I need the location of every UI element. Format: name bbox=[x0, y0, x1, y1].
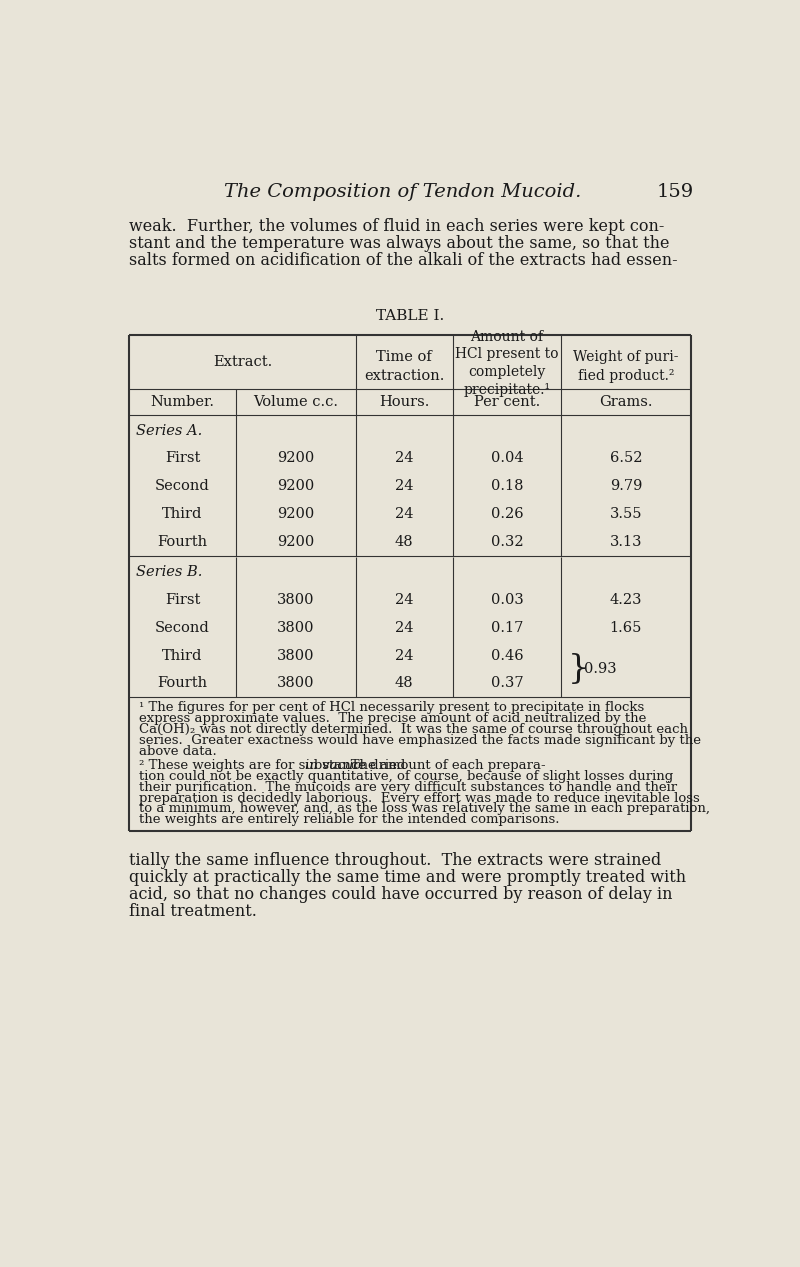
Text: above data.: above data. bbox=[138, 745, 217, 758]
Text: 24: 24 bbox=[395, 451, 414, 465]
Text: 4.23: 4.23 bbox=[610, 593, 642, 607]
Text: acid, so that no changes could have occurred by reason of delay in: acid, so that no changes could have occu… bbox=[130, 886, 673, 903]
Text: Hours.: Hours. bbox=[379, 395, 430, 409]
Text: series.  Greater exactness would have emphasized the facts made significant by t: series. Greater exactness would have emp… bbox=[138, 734, 701, 746]
Text: 3800: 3800 bbox=[277, 677, 314, 691]
Text: 3.13: 3.13 bbox=[610, 535, 642, 549]
Text: Time of
extraction.: Time of extraction. bbox=[364, 350, 444, 383]
Text: express approximate values.  The precise amount of acid neutralized by the: express approximate values. The precise … bbox=[138, 712, 646, 725]
Text: 0.04: 0.04 bbox=[490, 451, 523, 465]
Text: ² These weights are for substance dried: ² These weights are for substance dried bbox=[138, 759, 410, 772]
Text: Series A.: Series A. bbox=[136, 423, 202, 438]
Text: Number.: Number. bbox=[150, 395, 214, 409]
Text: final treatment.: final treatment. bbox=[130, 903, 258, 920]
Text: Series B.: Series B. bbox=[136, 565, 202, 579]
Text: Third: Third bbox=[162, 649, 202, 663]
Text: Fourth: Fourth bbox=[158, 677, 208, 691]
Text: in vacuo: in vacuo bbox=[305, 759, 362, 772]
Text: stant and the temperature was always about the same, so that the: stant and the temperature was always abo… bbox=[130, 236, 670, 252]
Text: Grams.: Grams. bbox=[599, 395, 653, 409]
Text: 0.26: 0.26 bbox=[490, 507, 523, 521]
Text: .  The amount of each prepara-: . The amount of each prepara- bbox=[338, 759, 546, 772]
Text: 48: 48 bbox=[395, 535, 414, 549]
Text: 9200: 9200 bbox=[277, 479, 314, 493]
Text: 24: 24 bbox=[395, 621, 414, 635]
Text: 48: 48 bbox=[395, 677, 414, 691]
Text: 9.79: 9.79 bbox=[610, 479, 642, 493]
Text: the weights are entirely reliable for the intended comparisons.: the weights are entirely reliable for th… bbox=[138, 813, 559, 826]
Text: their purification.  The mucoids are very difficult substances to handle and the: their purification. The mucoids are very… bbox=[138, 780, 677, 794]
Text: preparation is decidedly laborious.  Every effort was made to reduce inevitable : preparation is decidedly laborious. Ever… bbox=[138, 792, 699, 805]
Text: 9200: 9200 bbox=[277, 507, 314, 521]
Text: First: First bbox=[165, 451, 200, 465]
Text: 9200: 9200 bbox=[277, 451, 314, 465]
Text: Second: Second bbox=[155, 621, 210, 635]
Text: 3800: 3800 bbox=[277, 621, 314, 635]
Text: Third: Third bbox=[162, 507, 202, 521]
Text: Fourth: Fourth bbox=[158, 535, 208, 549]
Text: Amount of
HCl present to
completely
precipitate.¹: Amount of HCl present to completely prec… bbox=[455, 329, 558, 397]
Text: 0.93: 0.93 bbox=[583, 663, 616, 677]
Text: 24: 24 bbox=[395, 507, 414, 521]
Text: 0.18: 0.18 bbox=[490, 479, 523, 493]
Text: 3.55: 3.55 bbox=[610, 507, 642, 521]
Text: 159: 159 bbox=[657, 182, 694, 201]
Text: The Composition of Tendon Mucoid.: The Composition of Tendon Mucoid. bbox=[223, 182, 581, 201]
Text: Volume c.c.: Volume c.c. bbox=[253, 395, 338, 409]
Text: tion could not be exactly quantitative, of course, because of slight losses duri: tion could not be exactly quantitative, … bbox=[138, 770, 673, 783]
Text: TABLE I.: TABLE I. bbox=[376, 309, 444, 323]
Text: First: First bbox=[165, 593, 200, 607]
Text: 0.37: 0.37 bbox=[490, 677, 523, 691]
Text: 0.32: 0.32 bbox=[490, 535, 523, 549]
Text: salts formed on acidification of the alkali of the extracts had essen-: salts formed on acidification of the alk… bbox=[130, 252, 678, 269]
Text: tially the same influence throughout.  The extracts were strained: tially the same influence throughout. Th… bbox=[130, 851, 662, 869]
Text: }: } bbox=[567, 654, 589, 685]
Text: Extract.: Extract. bbox=[213, 355, 272, 369]
Text: Second: Second bbox=[155, 479, 210, 493]
Text: Per cent.: Per cent. bbox=[474, 395, 540, 409]
Text: ¹ The figures for per cent of HCl necessarily present to precipitate in flocks: ¹ The figures for per cent of HCl necess… bbox=[138, 702, 644, 715]
Text: 24: 24 bbox=[395, 593, 414, 607]
Text: 0.17: 0.17 bbox=[490, 621, 523, 635]
Text: 0.03: 0.03 bbox=[490, 593, 523, 607]
Text: 6.52: 6.52 bbox=[610, 451, 642, 465]
Text: 24: 24 bbox=[395, 649, 414, 663]
Text: 0.46: 0.46 bbox=[490, 649, 523, 663]
Text: Ca(OH)₂ was not directly determined.  It was the same of course throughout each: Ca(OH)₂ was not directly determined. It … bbox=[138, 723, 688, 736]
Text: to a minimum, however, and, as the loss was relatively the same in each preparat: to a minimum, however, and, as the loss … bbox=[138, 802, 710, 816]
Text: 3800: 3800 bbox=[277, 649, 314, 663]
Text: Weight of puri-
fied product.²: Weight of puri- fied product.² bbox=[573, 350, 678, 383]
Text: 24: 24 bbox=[395, 479, 414, 493]
Text: weak.  Further, the volumes of fluid in each series were kept con-: weak. Further, the volumes of fluid in e… bbox=[130, 218, 665, 236]
Text: 3800: 3800 bbox=[277, 593, 314, 607]
Text: quickly at practically the same time and were promptly treated with: quickly at practically the same time and… bbox=[130, 869, 686, 886]
Text: 1.65: 1.65 bbox=[610, 621, 642, 635]
Text: 9200: 9200 bbox=[277, 535, 314, 549]
